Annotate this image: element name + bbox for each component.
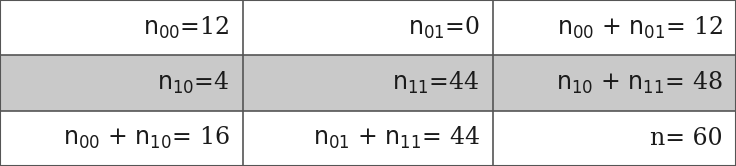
Text: $\mathrm{n}_{00}$=12: $\mathrm{n}_{00}$=12 [143,15,230,41]
Text: $\mathrm{n}_{01}$ + $\mathrm{n}_{11}$= 44: $\mathrm{n}_{01}$ + $\mathrm{n}_{11}$= 4… [313,125,480,151]
Text: $\mathrm{n}_{10}$=4: $\mathrm{n}_{10}$=4 [157,70,230,96]
Bar [493,111,736,166]
Bar [493,55,736,111]
Bar [0,111,243,166]
Bar [243,0,493,55]
Text: $\mathrm{n}_{11}$=44: $\mathrm{n}_{11}$=44 [392,70,480,96]
Text: $\mathrm{n}_{00}$ + $\mathrm{n}_{01}$= 12: $\mathrm{n}_{00}$ + $\mathrm{n}_{01}$= 1… [557,15,723,41]
Text: $\mathrm{n}_{00}$ + $\mathrm{n}_{10}$= 16: $\mathrm{n}_{00}$ + $\mathrm{n}_{10}$= 1… [63,125,230,151]
Bar [493,0,736,55]
Text: $\mathrm{n}_{10}$ + $\mathrm{n}_{11}$= 48: $\mathrm{n}_{10}$ + $\mathrm{n}_{11}$= 4… [556,70,723,96]
Text: n= 60: n= 60 [650,127,723,150]
Bar [243,111,493,166]
Bar [243,55,493,111]
Text: $\mathrm{n}_{01}$=0: $\mathrm{n}_{01}$=0 [408,15,480,41]
Bar [0,0,243,55]
Bar [0,55,243,111]
